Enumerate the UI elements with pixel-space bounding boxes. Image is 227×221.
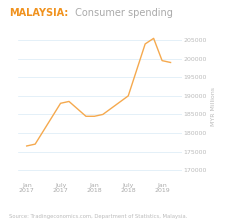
Text: Consumer spending: Consumer spending [72, 8, 172, 18]
Text: Source: Tradingeconomics.com, Department of Statistics, Malaysia.: Source: Tradingeconomics.com, Department… [9, 214, 187, 219]
Y-axis label: MYR Millions: MYR Millions [210, 87, 215, 126]
Text: MALAYSIA:: MALAYSIA: [9, 8, 68, 18]
